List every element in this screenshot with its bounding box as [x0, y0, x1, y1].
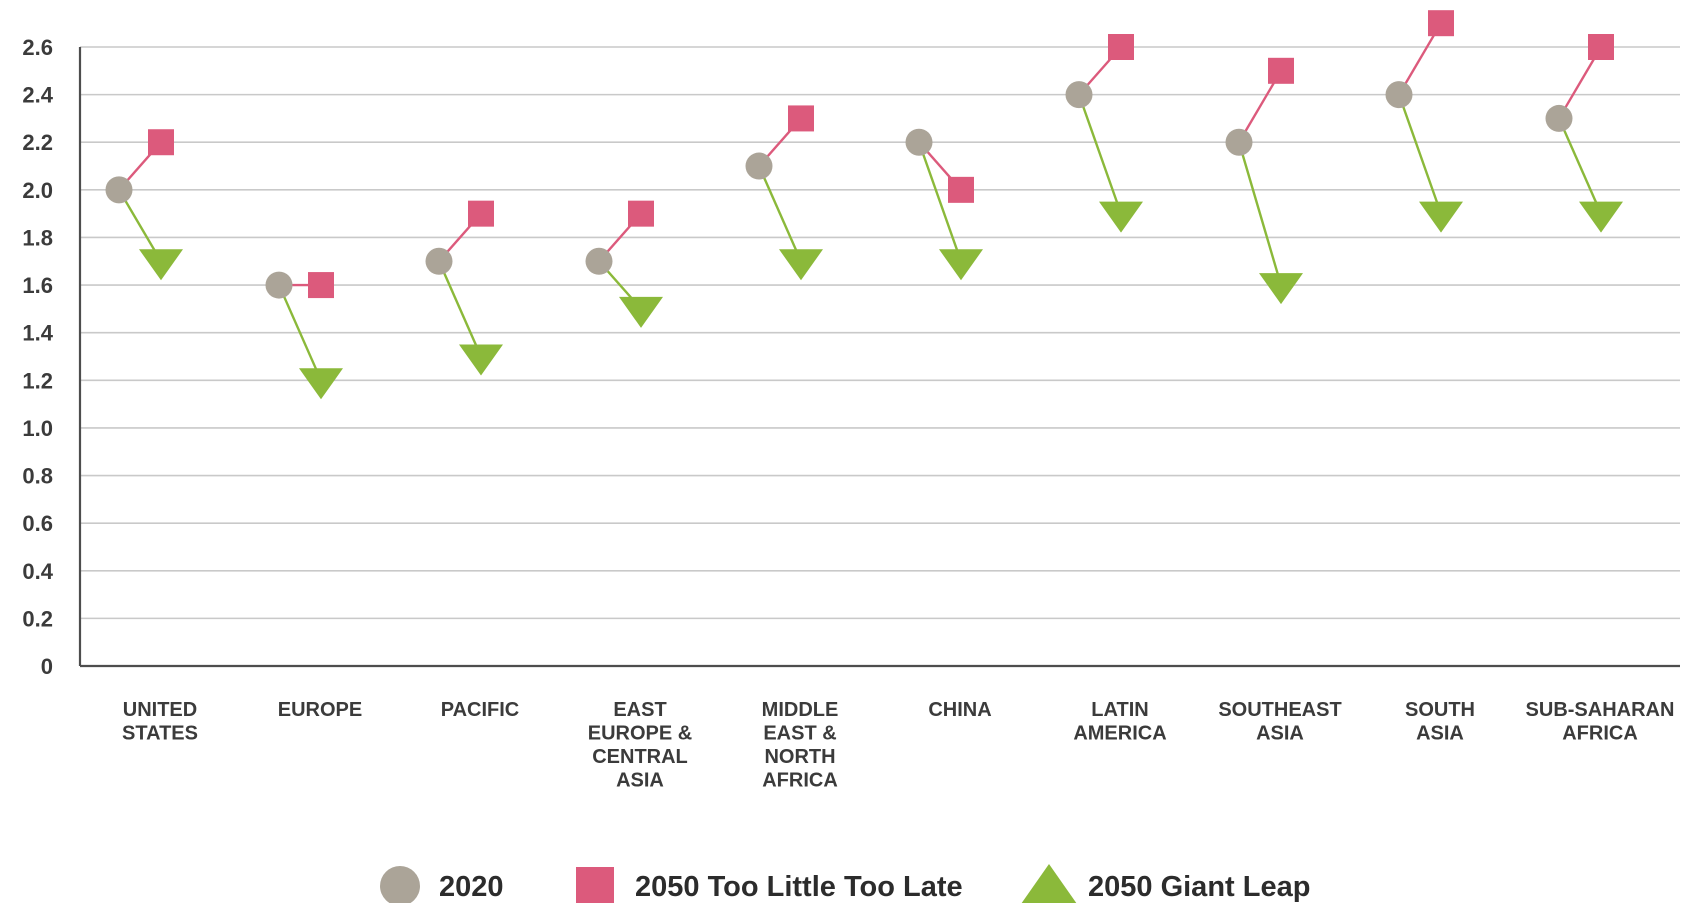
marker-2020-united-states: [105, 176, 133, 204]
marker-2020-southeast-asia: [1225, 128, 1253, 156]
marker-giant-leap-south-asia: [1419, 201, 1463, 233]
category-label-line: AMERICA: [1073, 723, 1166, 745]
marker-2020-east-europe-central-asia: [585, 247, 613, 275]
y-tick-label: 2.0: [22, 178, 53, 203]
marker-2020-latin-america: [1065, 81, 1093, 109]
legend-label-2020: 2020: [439, 871, 504, 903]
y-tick-label: 0.6: [22, 511, 53, 536]
y-tick-label: 2.4: [22, 83, 53, 108]
connector-giant-leap-china: [917, 141, 963, 262]
y-tick-label: 0.8: [22, 464, 53, 489]
connector-giant-leap-middle-east-north-africa: [757, 165, 803, 262]
marker-too-little-china: [948, 176, 974, 203]
marker-giant-leap-east-europe-central-asia: [619, 296, 663, 328]
marker-giant-leap-europe: [299, 368, 343, 400]
marker-2020-europe: [265, 271, 293, 299]
category-label-line: STATES: [122, 723, 198, 745]
connector-giant-leap-europe: [277, 284, 323, 381]
marker-too-little-sub-saharan-africa: [1588, 34, 1614, 60]
connector-giant-leap-southeast-asia: [1237, 141, 1283, 286]
marker-too-little-united-states: [148, 129, 174, 156]
category-label-line: SOUTHEAST: [1218, 699, 1341, 721]
marker-giant-leap-sub-saharan-africa: [1579, 201, 1623, 233]
category-label-line: ASIA: [1256, 723, 1304, 745]
y-tick-label: 1.2: [22, 368, 53, 393]
marker-2020-middle-east-north-africa: [745, 152, 773, 180]
category-label-line: MIDDLE: [762, 699, 839, 721]
y-tick-label: 0.4: [22, 559, 53, 584]
category-label-line: AFRICA: [762, 770, 838, 792]
y-tick-label: 1.8: [22, 225, 53, 250]
category-label-line: LATIN: [1091, 699, 1148, 721]
connector-giant-leap-latin-america: [1077, 94, 1123, 215]
category-label-line: SOUTH: [1405, 699, 1475, 721]
category-label-line: EAST &: [763, 723, 836, 745]
category-label-line: ASIA: [1416, 723, 1464, 745]
y-tick-label: 0.2: [22, 606, 53, 631]
marker-too-little-middle-east-north-africa: [788, 105, 814, 132]
data-markers: [105, 10, 1623, 400]
category-label-line: UNITED: [123, 699, 197, 721]
y-axis-ticks: 0 0.2 0.4 0.6 0.8 1.0 1.2 1.4 1.6 1.8 2.0 2.2 2.4 2.6: [22, 35, 53, 679]
marker-too-little-southeast-asia: [1268, 57, 1294, 84]
marker-2020-china: [905, 128, 933, 156]
connector-giant-leap-pacific: [437, 260, 483, 357]
marker-too-little-south-asia: [1428, 10, 1454, 37]
y-tick-label: 2.6: [22, 35, 53, 60]
category-label-line: NORTH: [764, 746, 835, 768]
marker-too-little-europe: [308, 272, 334, 299]
marker-giant-leap-latin-america: [1099, 201, 1143, 233]
connector-giant-leap-sub-saharan-africa: [1557, 117, 1603, 215]
legend-square-icon: [576, 867, 614, 903]
y-tick-label: 1.0: [22, 416, 53, 441]
marker-giant-leap-china: [939, 249, 983, 281]
marker-giant-leap-pacific: [459, 344, 503, 376]
connector-giant-leap-south-asia: [1397, 94, 1443, 215]
category-label-line: EAST: [613, 699, 666, 721]
category-label-line: CENTRAL: [592, 746, 688, 768]
marker-too-little-latin-america: [1108, 34, 1134, 60]
y-tick-label: 1.6: [22, 273, 53, 298]
y-tick-label: 0: [41, 654, 53, 679]
marker-giant-leap-southeast-asia: [1259, 273, 1303, 305]
marker-2020-south-asia: [1385, 81, 1413, 109]
category-label-line: PACIFIC: [441, 699, 520, 721]
connector-lines: [117, 22, 1603, 381]
marker-too-little-east-europe-central-asia: [628, 200, 654, 227]
marker-giant-leap-united-states: [139, 249, 183, 281]
marker-2020-pacific: [425, 247, 453, 275]
category-label-line: CHINA: [928, 699, 991, 721]
legend: 2020 2050 Too Little Too Late 2050 Giant L…: [380, 864, 1310, 903]
category-label-line: SUB-SAHARAN: [1526, 699, 1675, 721]
y-tick-label: 1.4: [22, 321, 53, 346]
category-label-line: EUROPE: [278, 699, 362, 721]
category-label-line: AFRICA: [1562, 723, 1638, 745]
axes: [78, 47, 1680, 668]
marker-giant-leap-middle-east-north-africa: [779, 249, 823, 281]
marker-too-little-pacific: [468, 200, 494, 227]
y-tick-label: 2.2: [22, 130, 53, 155]
legend-triangle-icon: [1021, 864, 1077, 903]
marker-2020-sub-saharan-africa: [1545, 104, 1573, 132]
legend-label-too-little-too-late: 2050 Too Little Too Late: [635, 871, 963, 903]
category-label-line: ASIA: [616, 770, 664, 792]
category-label-line: EUROPE &: [588, 723, 692, 745]
legend-circle-icon: [380, 866, 420, 903]
grid-lines: [80, 46, 1680, 620]
legend-label-giant-leap: 2050 Giant Leap: [1088, 871, 1310, 903]
